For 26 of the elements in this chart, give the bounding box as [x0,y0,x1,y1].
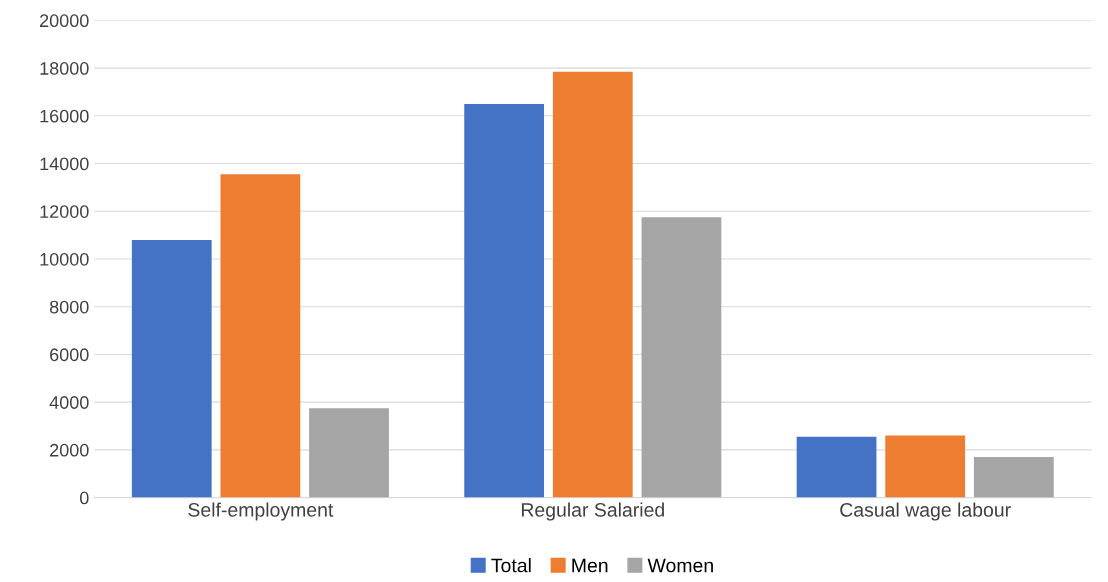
x-tick-label: Regular Salaried [521,502,664,521]
bar [973,457,1054,498]
bar [220,174,301,498]
y-tick-label: 6000 [50,348,89,362]
x-tick-label: Casual wage labour [840,502,1011,521]
legend-label: Men [572,558,608,573]
y-tick-label: 18000 [40,62,89,75]
bar [464,103,545,498]
legend-label: Total [491,558,531,573]
bar [796,436,877,498]
bar [309,408,389,498]
y-tick-label: 10000 [40,252,89,266]
x-tick-label: Self-employment [188,502,334,521]
bar [641,217,722,498]
y-tick-label: 8000 [49,300,89,314]
y-tick-label: 0 [79,491,89,505]
y-tick-label: 2000 [50,443,89,457]
bar [131,239,212,498]
y-tick-label: 12000 [40,205,89,218]
legend-label: Women [647,558,713,573]
y-tick-label: 4000 [49,396,89,409]
y-tick-label: 14000 [40,157,89,171]
y-tick-label: 16000 [40,109,89,123]
y-tick-label: 20000 [40,14,89,28]
bar [885,435,966,498]
bar [552,71,633,498]
